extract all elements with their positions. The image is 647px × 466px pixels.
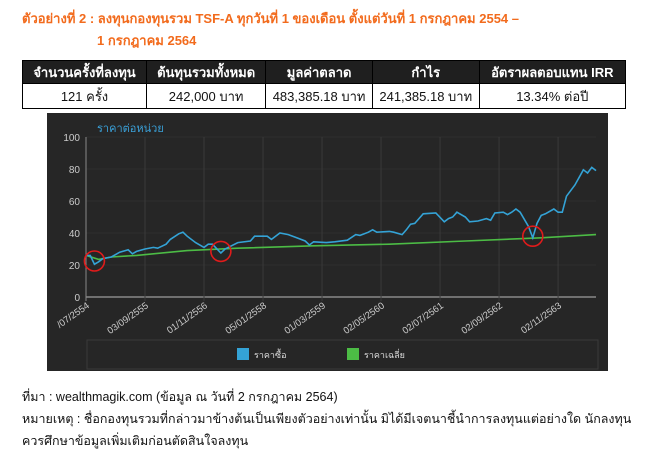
legend-swatch-avg <box>347 348 359 360</box>
x-tick-label: 05/01/2558 <box>223 300 268 336</box>
legend-label-buy: ราคาซื้อ <box>254 348 286 360</box>
y-tick-label: 0 <box>74 293 80 304</box>
highlight-circle <box>210 240 232 263</box>
y-tick-label: 20 <box>69 261 81 272</box>
series-line-buy-price <box>86 166 597 266</box>
x-tick-label: 02/11/2563 <box>519 300 564 336</box>
x-tick-label: 01/11/2556 <box>165 300 210 336</box>
x-tick-label: 02/05/2560 <box>342 300 387 336</box>
highlight-circle <box>83 250 106 272</box>
header-profit: กำไร <box>371 60 480 84</box>
legend-swatch-buy <box>237 348 249 360</box>
cell-cost: 242,000 บาท <box>145 83 267 109</box>
heading-line1: ตัวอย่างที่ 2 : ลงทุนกองทุนรวม TSF-A ทุก… <box>22 11 519 26</box>
y-tick-label: 100 <box>63 133 80 144</box>
x-tick-label: 02/09/2562 <box>460 300 505 336</box>
header-cost: ต้นทุนรวมทั้งหมด <box>145 60 267 84</box>
y-tick-label: 60 <box>69 197 81 208</box>
header-count: จำนวนครั้งที่ลงทุน <box>22 60 147 84</box>
table-header-row: จำนวนครั้งที่ลงทุน ต้นทุนรวมทั้งหมด มูลค… <box>22 60 627 84</box>
cell-count: 121 ครั้ง <box>22 83 147 109</box>
cell-irr: 13.34% ต่อปี <box>478 83 627 109</box>
x-tick-label: 02/07/2561 <box>401 300 446 336</box>
chart-title: ราคาต่อหน่วย <box>97 123 164 135</box>
y-tick-label: 40 <box>69 229 81 240</box>
remark-line1: หมายเหตุ : ชื่อกองทุนรวมที่กล่าวมาข้างต้… <box>22 412 632 426</box>
heading-line2: 1 กรกฎาคม 2564 <box>97 33 197 48</box>
cell-profit: 241,385.18 บาท <box>371 83 480 109</box>
page-heading: ตัวอย่างที่ 2 : ลงทุนกองทุนรวม TSF-A ทุก… <box>22 8 519 52</box>
source-note: ที่มา : wealthmagik.com (ข้อมูล ณ วันที่… <box>22 390 338 404</box>
legend-box <box>86 339 599 370</box>
cell-market-value: 483,385.18 บาท <box>265 83 373 109</box>
legend-label-avg: ราคาเฉลี่ย <box>364 348 405 360</box>
notes: ที่มา : wealthmagik.com (ข้อมูล ณ วันที่… <box>22 386 631 452</box>
y-tick-label: 80 <box>69 165 81 176</box>
header-market-value: มูลค่าตลาด <box>265 60 373 84</box>
header-irr: อัตราผลตอบแทน IRR <box>478 60 627 84</box>
x-tick-label: /07/2554 <box>55 300 92 330</box>
price-chart: ราคาต่อหน่วย 0 20 40 60 80 100/07/2554 03/09/2… <box>47 113 608 371</box>
x-tick-label: 01/03/2559 <box>282 300 327 336</box>
remark-line2: ควรศึกษาข้อมูลเพิ่มเติมก่อนตัดสินใจลงทุน <box>22 434 249 448</box>
highlight-circle <box>521 225 544 247</box>
table-row: 121 ครั้ง 242,000 บาท 483,385.18 บาท 241… <box>22 83 627 109</box>
series-line-avg-price <box>85 233 597 261</box>
x-tick-label: 03/09/2555 <box>105 300 150 336</box>
summary-table: จำนวนครั้งที่ลงทุน ต้นทุนรวมทั้งหมด มูลค… <box>22 60 627 109</box>
